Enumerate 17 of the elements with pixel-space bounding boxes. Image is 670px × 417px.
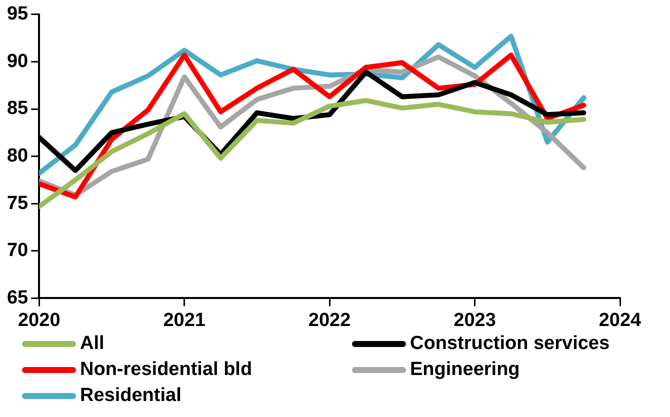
x-tick-label: 2021 (163, 310, 206, 331)
y-tick-label: 70 (6, 240, 28, 262)
y-tick-label: 80 (6, 146, 28, 167)
y-tick-label: 65 (6, 287, 29, 308)
legend-label: Residential (80, 384, 182, 408)
legend-label: All (80, 332, 104, 356)
x-tick-label: 2022 (308, 310, 351, 331)
x-tick-label: 2023 (454, 310, 496, 331)
x-tick-label: 2024 (598, 310, 642, 331)
y-tick-label: 85 (6, 98, 29, 120)
legend-label: Engineering (410, 358, 520, 382)
y-tick-label: 95 (6, 4, 29, 25)
legend-label: Construction services (410, 332, 610, 356)
x-tick-label: 2020 (18, 310, 60, 331)
y-tick-label: 75 (6, 192, 29, 214)
legend-label: Non-residential bld (80, 358, 252, 382)
y-tick-label: 90 (6, 50, 28, 72)
